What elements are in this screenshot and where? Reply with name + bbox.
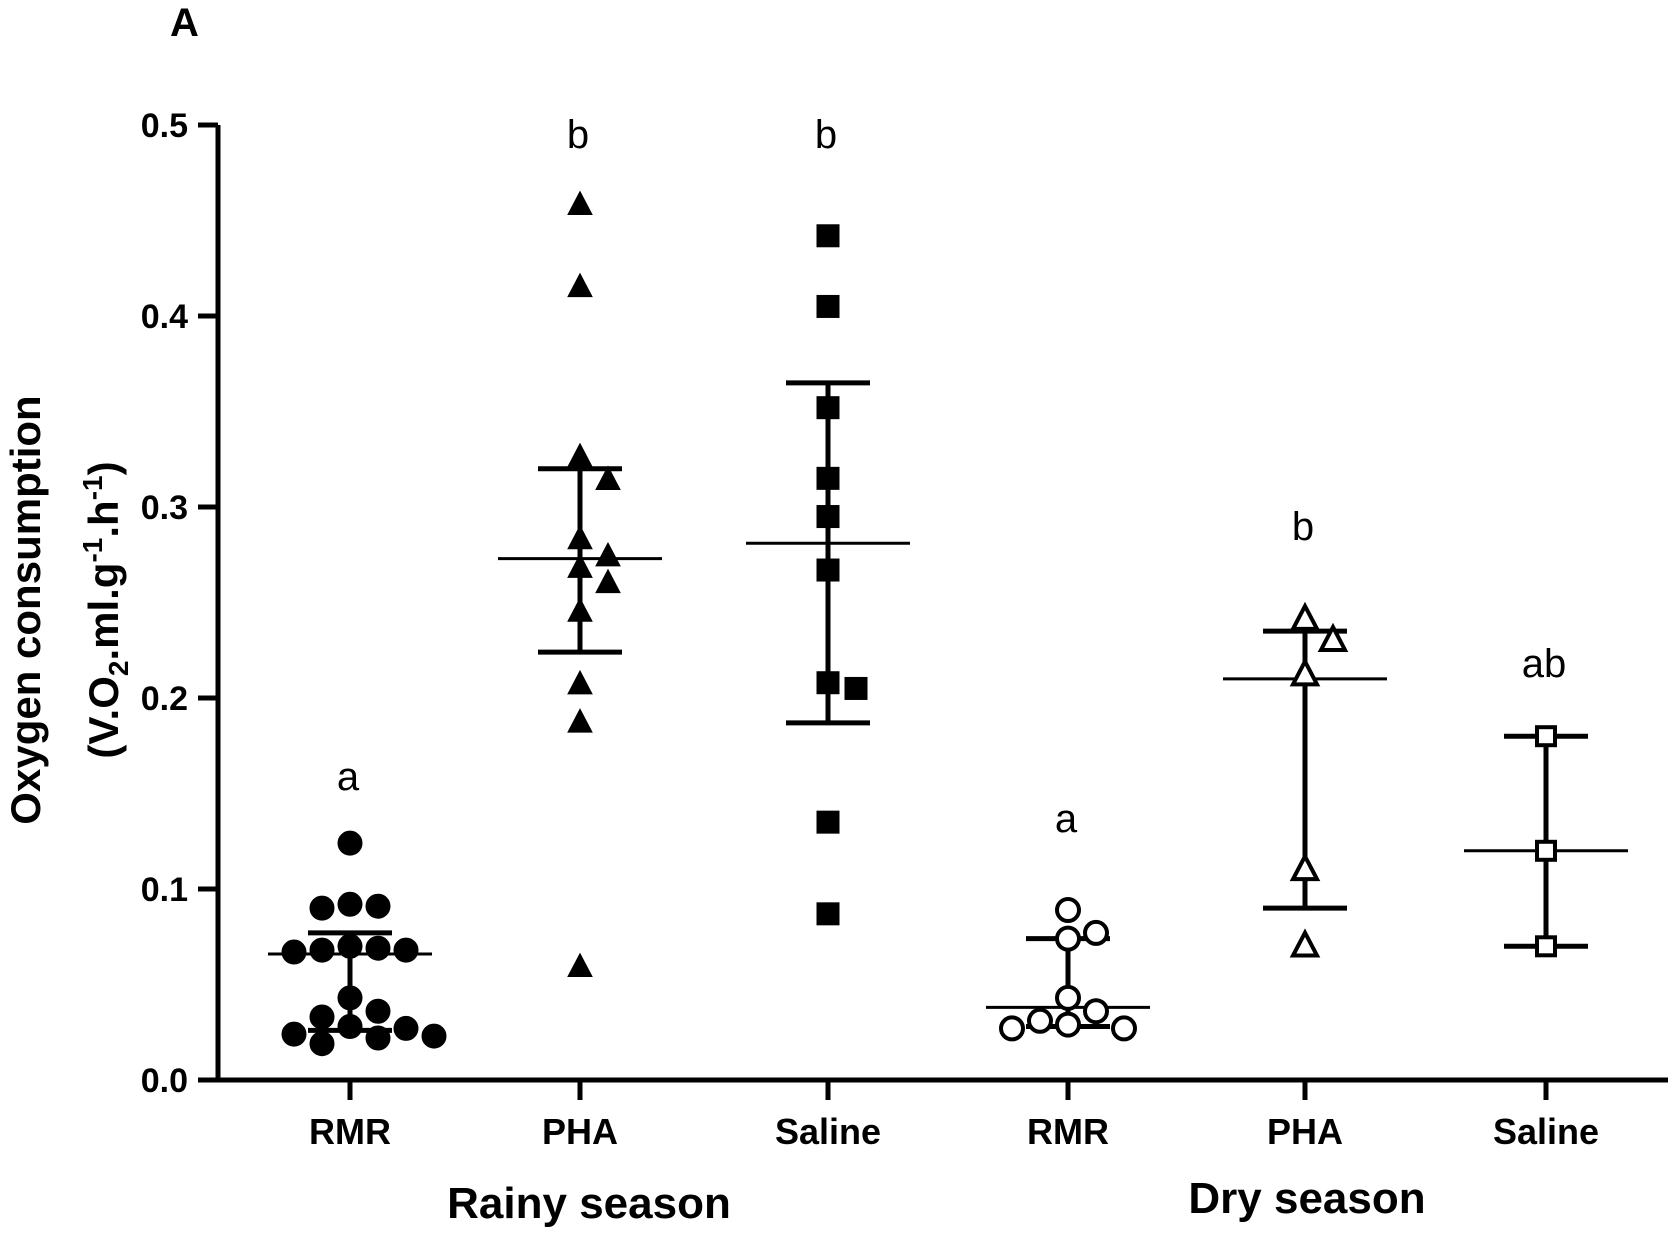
data-point-circle [337, 1014, 363, 1040]
y-tick-label: 0.3 [141, 489, 188, 527]
y-axis-label-part: 2 [103, 661, 134, 677]
data-point-triangle [595, 568, 621, 594]
data-point-triangle [1289, 928, 1321, 958]
data-point-circle [999, 1015, 1025, 1042]
y-axis-label-line2: (V.O2.ml.g-1.h-1) [77, 461, 134, 758]
significance-letter: a [1055, 797, 1078, 841]
y-axis-label-part: -1 [77, 475, 108, 500]
data-point-circle [309, 1031, 335, 1057]
data-point-triangle [567, 524, 593, 550]
data-point-circle [393, 1015, 419, 1041]
data-point-triangle [595, 465, 621, 490]
x-category-label: RMR [309, 1111, 391, 1152]
y-axis-label-line1: Oxygen consumption [2, 395, 49, 824]
data-point-triangle [1317, 622, 1349, 652]
panel-label: A [170, 1, 199, 45]
whiskers [268, 380, 1628, 1033]
data-point-circle [1055, 984, 1081, 1011]
data-point-circle [1055, 897, 1081, 924]
data-point-triangle [567, 597, 593, 622]
data-point-square [816, 466, 840, 490]
x-category-label: Saline [1493, 1111, 1599, 1152]
data-point-triangle [567, 669, 593, 695]
significance-letter: ab [1522, 642, 1567, 686]
x-category-label: RMR [1027, 1111, 1109, 1152]
axes: 0.0 0.1 0.2 0.3 0.4 0.5 [141, 107, 1668, 1100]
data-point-circle [1055, 1011, 1081, 1038]
significance-letter: b [567, 113, 589, 157]
y-axis-label-part: ) [80, 461, 127, 475]
data-point-triangle [567, 708, 593, 733]
data-point-square [844, 676, 868, 700]
data-point-triangle [595, 541, 621, 567]
y-axis-label-part: .ml.g [80, 563, 127, 661]
data-point-circle [1055, 925, 1081, 952]
data-point-triangle [1289, 601, 1321, 631]
x-category-label: PHA [1267, 1111, 1343, 1152]
data-point-circle [365, 893, 391, 919]
data-point-square [816, 396, 840, 420]
data-point-circle [281, 1021, 307, 1047]
significance-letter: b [815, 113, 837, 157]
data-point-triangle [567, 952, 593, 978]
x-category-label: PHA [542, 1111, 618, 1152]
x-category-label: Saline [775, 1111, 881, 1152]
y-tick-label: 0.5 [141, 107, 188, 145]
data-point-square [816, 224, 840, 248]
y-tick-label: 0.1 [141, 871, 188, 909]
data-point-square [816, 294, 840, 318]
labels: RMR PHA Saline Rainy season RMR PHA Saline Dry … [309, 113, 1599, 1228]
data-point-square [816, 810, 840, 834]
y-axis-label: Oxygen consumption (V.O2.ml.g-1.h-1) [2, 395, 134, 824]
data-point-circle [1083, 998, 1109, 1025]
data-point-circle [337, 891, 363, 917]
data-point-square [1535, 935, 1557, 958]
data-point-circle [309, 1004, 335, 1030]
x-group-label: Rainy season [447, 1179, 731, 1228]
y-tick-label: 0.0 [141, 1062, 188, 1100]
data-point-circle [1083, 919, 1109, 946]
x-group-label: Dry season [1188, 1174, 1425, 1223]
data-point-square [816, 505, 840, 529]
data-point-circle [337, 933, 363, 959]
data-point-square [816, 902, 840, 926]
data-point-triangle [567, 553, 593, 578]
data-point-circle [281, 939, 307, 965]
data-point-triangle [1289, 657, 1321, 687]
y-tick-label: 0.2 [141, 680, 188, 718]
data-point-circle [365, 935, 391, 961]
data-point-circle [421, 1023, 447, 1049]
data-point-circle [1111, 1015, 1137, 1042]
data-point-triangle [1289, 851, 1321, 882]
y-axis-label-part: (V.O [80, 676, 127, 758]
significance-letter: b [1292, 505, 1314, 549]
data-point-circle [365, 998, 391, 1024]
y-tick-label: 0.4 [141, 298, 188, 336]
data-point-circle [365, 1025, 391, 1051]
data-point-triangle [567, 442, 593, 468]
data-point-circle [309, 895, 335, 921]
data-point-circle [1027, 1007, 1053, 1034]
data-point-triangle [567, 272, 593, 298]
y-axis-label-part: .h [80, 500, 127, 537]
data-point-circle [337, 985, 363, 1011]
data-point-triangle [567, 190, 593, 215]
data-point-square [1535, 839, 1557, 862]
y-axis-label-part: -1 [77, 538, 108, 563]
data-point-circle [337, 830, 363, 856]
significance-letter: a [337, 755, 360, 799]
data-points [281, 190, 1557, 1057]
data-point-square [816, 558, 840, 582]
data-point-square [816, 671, 840, 695]
data-point-circle [309, 937, 335, 963]
data-point-square [1535, 725, 1557, 748]
data-point-circle [393, 937, 419, 963]
